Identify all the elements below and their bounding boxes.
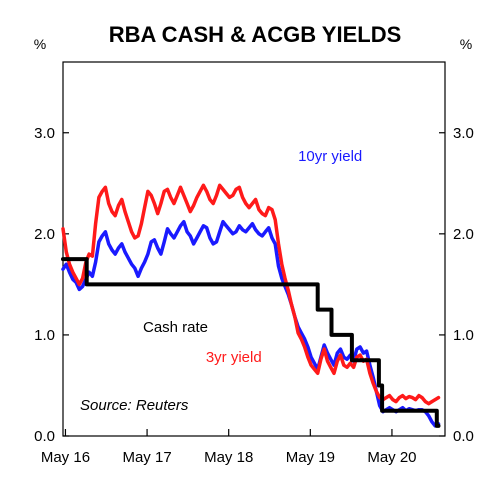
annotation-10yr-yield: 10yr yield [298,148,362,165]
series-layer [61,183,441,428]
x-tick-label-2: May 18 [204,449,253,466]
source-note: Source: Reuters [80,397,189,414]
annotation-layer: 10yr yield Cash rate 3yr yield [143,148,362,366]
series-line-3yr-yield [61,183,441,406]
y-tick-label-right-3: 3.0 [453,125,474,142]
x-tick-label-4: May 20 [367,449,416,466]
annotation-cash-rate: Cash rate [143,319,208,336]
axis-ticks: 0.0 0.0 1.0 1.0 2.0 2.0 3.0 3.0 May 16 May 17 May … [34,125,474,466]
chart-title: RBA CASH & ACGB YIELDS [109,22,402,47]
annotation-3yr-yield: 3yr yield [206,349,262,366]
y-tick-label-right-1: 1.0 [453,327,474,344]
y-tick-label-left-1: 1.0 [34,327,55,344]
x-tick-label-0: May 16 [41,449,90,466]
y-tick-label-left-3: 3.0 [34,125,55,142]
x-tick-label-3: May 19 [286,449,335,466]
y-tick-label-right-2: 2.0 [453,226,474,243]
plot-frame [62,61,446,437]
y-tick-label-right-0: 0.0 [453,428,474,445]
y-tick-label-left-2: 2.0 [34,226,55,243]
y-tick-label-left-0: 0.0 [34,428,55,445]
x-tick-label-1: May 17 [122,449,171,466]
left-axis-unit: % [34,36,46,52]
right-axis-unit: % [460,36,472,52]
series-line-cash-rate [61,257,441,428]
